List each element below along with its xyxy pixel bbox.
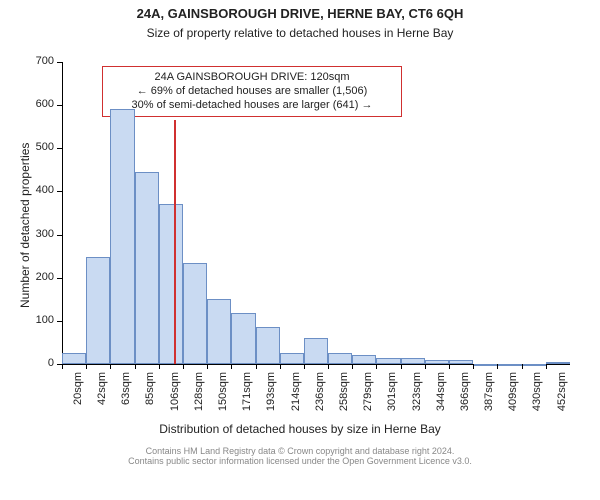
x-tick-mark bbox=[425, 364, 426, 369]
annotation-box: 24A GAINSBOROUGH DRIVE: 120sqm ← 69% of … bbox=[102, 66, 402, 117]
y-tick-mark bbox=[57, 321, 62, 322]
x-tick-label: 409sqm bbox=[507, 372, 519, 427]
x-tick-label: 171sqm bbox=[241, 372, 253, 427]
x-tick-label: 63sqm bbox=[120, 372, 132, 427]
x-tick-mark bbox=[449, 364, 450, 369]
histogram-bar bbox=[231, 313, 255, 364]
histogram-bar bbox=[497, 364, 521, 366]
footer-line: Contains HM Land Registry data © Crown c… bbox=[0, 446, 600, 456]
x-tick-mark bbox=[159, 364, 160, 369]
x-tick-label: 258sqm bbox=[338, 372, 350, 427]
histogram-bar bbox=[86, 257, 110, 364]
histogram-bar bbox=[110, 109, 134, 364]
y-tick-mark bbox=[57, 105, 62, 106]
x-tick-label: 128sqm bbox=[193, 372, 205, 427]
histogram-bar bbox=[352, 355, 376, 364]
y-tick-label: 700 bbox=[0, 55, 54, 67]
x-tick-label: 85sqm bbox=[144, 372, 156, 427]
y-tick-label: 100 bbox=[0, 314, 54, 326]
chart-container: { "title": "24A, GAINSBOROUGH DRIVE, HER… bbox=[0, 0, 600, 500]
histogram-bar bbox=[304, 338, 328, 364]
x-tick-mark bbox=[256, 364, 257, 369]
x-tick-label: 214sqm bbox=[290, 372, 302, 427]
x-tick-label: 323sqm bbox=[411, 372, 423, 427]
x-tick-mark bbox=[304, 364, 305, 369]
histogram-bar bbox=[522, 364, 546, 366]
histogram-bar bbox=[546, 362, 570, 364]
x-tick-label: 236sqm bbox=[314, 372, 326, 427]
x-tick-mark bbox=[62, 364, 63, 369]
x-tick-label: 430sqm bbox=[531, 372, 543, 427]
y-tick-label: 400 bbox=[0, 184, 54, 196]
y-tick-mark bbox=[57, 62, 62, 63]
y-axis-label: Number of detached properties bbox=[18, 143, 32, 308]
y-tick-mark bbox=[57, 191, 62, 192]
x-tick-mark bbox=[110, 364, 111, 369]
histogram-bar bbox=[280, 353, 304, 364]
x-tick-label: 387sqm bbox=[483, 372, 495, 427]
x-tick-label: 106sqm bbox=[169, 372, 181, 427]
y-axis-line bbox=[62, 62, 63, 364]
histogram-bar bbox=[376, 358, 400, 364]
marker-line bbox=[174, 120, 176, 364]
x-tick-mark bbox=[352, 364, 353, 369]
y-tick-mark bbox=[57, 278, 62, 279]
y-tick-label: 500 bbox=[0, 141, 54, 153]
x-tick-label: 344sqm bbox=[435, 372, 447, 427]
x-tick-mark bbox=[473, 364, 474, 369]
annotation-line: ← 69% of detached houses are smaller (1,… bbox=[113, 85, 391, 99]
histogram-bar bbox=[473, 364, 497, 366]
annotation-line: 30% of semi-detached houses are larger (… bbox=[113, 99, 391, 113]
footer-line: Contains public sector information licen… bbox=[0, 456, 600, 466]
x-tick-mark bbox=[497, 364, 498, 369]
histogram-bar bbox=[425, 360, 449, 364]
histogram-bar bbox=[62, 353, 86, 364]
x-tick-label: 20sqm bbox=[72, 372, 84, 427]
x-tick-label: 366sqm bbox=[459, 372, 471, 427]
y-tick-label: 0 bbox=[0, 357, 54, 369]
histogram-bar bbox=[401, 358, 425, 364]
x-tick-mark bbox=[207, 364, 208, 369]
x-tick-label: 279sqm bbox=[362, 372, 374, 427]
histogram-bar bbox=[183, 263, 207, 364]
x-tick-mark bbox=[183, 364, 184, 369]
x-tick-mark bbox=[401, 364, 402, 369]
y-tick-label: 600 bbox=[0, 98, 54, 110]
histogram-bar bbox=[207, 299, 231, 364]
x-tick-mark bbox=[376, 364, 377, 369]
annotation-line: 24A GAINSBOROUGH DRIVE: 120sqm bbox=[113, 71, 391, 85]
x-tick-mark bbox=[135, 364, 136, 369]
y-tick-label: 300 bbox=[0, 228, 54, 240]
x-tick-mark bbox=[328, 364, 329, 369]
y-tick-mark bbox=[57, 235, 62, 236]
x-tick-label: 301sqm bbox=[386, 372, 398, 427]
histogram-bar bbox=[449, 360, 473, 364]
x-tick-label: 193sqm bbox=[265, 372, 277, 427]
x-tick-mark bbox=[231, 364, 232, 369]
histogram-bar bbox=[256, 327, 280, 364]
histogram-bar bbox=[135, 172, 159, 364]
y-tick-label: 200 bbox=[0, 271, 54, 283]
chart-subtitle: Size of property relative to detached ho… bbox=[0, 26, 600, 40]
x-tick-label: 42sqm bbox=[96, 372, 108, 427]
y-tick-mark bbox=[57, 148, 62, 149]
x-tick-label: 150sqm bbox=[217, 372, 229, 427]
histogram-bar bbox=[328, 353, 352, 364]
x-tick-mark bbox=[280, 364, 281, 369]
chart-title: 24A, GAINSBOROUGH DRIVE, HERNE BAY, CT6 … bbox=[0, 6, 600, 21]
x-tick-label: 452sqm bbox=[556, 372, 568, 427]
histogram-bar bbox=[159, 204, 183, 364]
x-tick-mark bbox=[522, 364, 523, 369]
x-tick-mark bbox=[86, 364, 87, 369]
x-tick-mark bbox=[546, 364, 547, 369]
footer-text: Contains HM Land Registry data © Crown c… bbox=[0, 446, 600, 466]
